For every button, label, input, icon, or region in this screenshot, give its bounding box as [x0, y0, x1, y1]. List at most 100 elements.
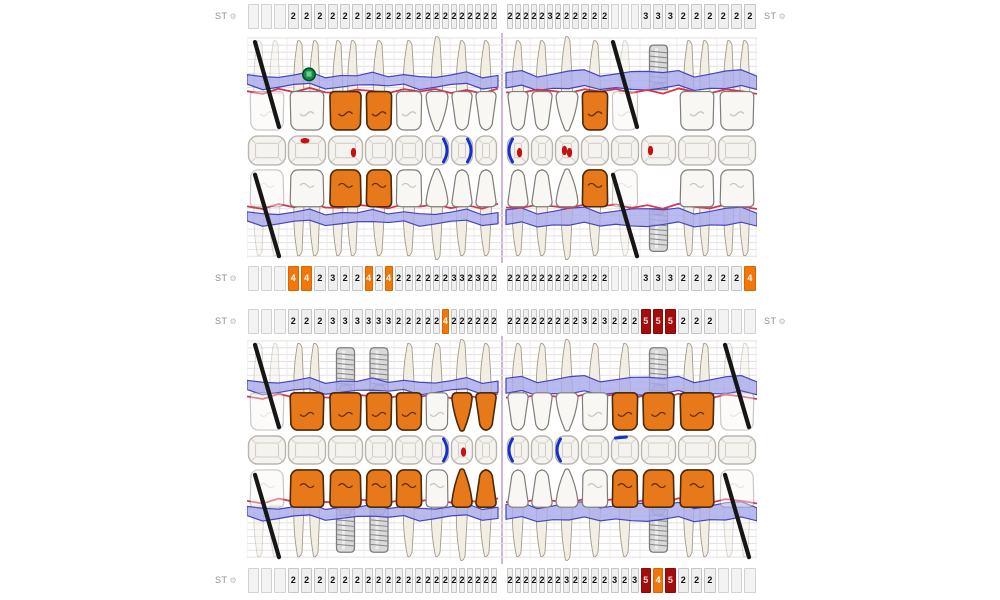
st-cell[interactable]: 2: [580, 568, 589, 593]
st-cell[interactable]: 4: [300, 266, 313, 291]
st-cell[interactable]: [274, 309, 286, 334]
tooth-crown-2[interactable]: [289, 90, 325, 131]
tooth-crown-3[interactable]: [329, 392, 362, 431]
tooth-crown-15[interactable]: [679, 392, 715, 431]
st-cell[interactable]: [247, 266, 260, 291]
st-cell[interactable]: 2: [546, 309, 553, 334]
st-cell[interactable]: 2: [690, 309, 703, 334]
st-cell[interactable]: 2: [327, 4, 339, 29]
st-cell[interactable]: 2: [450, 4, 457, 29]
tooth-crown-2[interactable]: [289, 469, 325, 508]
st-cell[interactable]: [260, 4, 273, 29]
st-cell[interactable]: 2: [482, 266, 489, 291]
st-cell[interactable]: 2: [571, 4, 579, 29]
st-cell[interactable]: [744, 568, 756, 593]
st-cell[interactable]: 2: [677, 309, 690, 334]
st-cell[interactable]: 2: [287, 4, 300, 29]
tooth-crown-9[interactable]: [507, 469, 529, 508]
st-cell[interactable]: 5: [640, 309, 652, 334]
tooth-crown-16[interactable]: [719, 469, 755, 508]
st-cell[interactable]: 2: [414, 266, 423, 291]
occlusal-surface-11[interactable]: [554, 135, 580, 166]
st-cell[interactable]: 2: [414, 309, 423, 334]
st-cell[interactable]: [274, 266, 286, 291]
settings-icon[interactable]: ⚙: [229, 317, 238, 326]
occlusal-surface-12[interactable]: [580, 435, 610, 465]
st-cell[interactable]: 2: [522, 266, 529, 291]
tooth-crown-3[interactable]: [329, 90, 362, 131]
tooth-crown-2[interactable]: [289, 392, 325, 431]
st-cell[interactable]: [630, 266, 639, 291]
st-cell[interactable]: 2: [414, 4, 423, 29]
st-cell[interactable]: 2: [466, 568, 473, 593]
st-cell[interactable]: 2: [433, 266, 441, 291]
st-cell[interactable]: [620, 4, 629, 29]
occlusal-surface-7[interactable]: [450, 435, 474, 465]
st-cell[interactable]: 2: [571, 568, 579, 593]
st-cell[interactable]: 2: [677, 4, 690, 29]
st-cell[interactable]: 3: [610, 568, 619, 593]
occlusal-surface-7[interactable]: [450, 135, 474, 166]
st-cell[interactable]: 2: [466, 266, 473, 291]
st-cell[interactable]: 2: [384, 568, 393, 593]
st-cell[interactable]: 2: [610, 309, 619, 334]
st-cell[interactable]: 2: [554, 309, 562, 334]
tooth-3-premolar[interactable]: [335, 347, 356, 392]
st-cell[interactable]: 2: [466, 309, 473, 334]
settings-icon[interactable]: ⚙: [229, 12, 238, 21]
occlusal-surface-5[interactable]: [394, 435, 424, 465]
st-cell[interactable]: 2: [433, 4, 441, 29]
st-cell[interactable]: [730, 568, 743, 593]
st-cell[interactable]: 5: [665, 309, 676, 334]
st-cell[interactable]: 2: [538, 266, 545, 291]
occlusal-surface-4[interactable]: [364, 435, 394, 465]
st-cell[interactable]: 2: [744, 4, 756, 29]
tooth-crown-5[interactable]: [395, 169, 423, 208]
st-cell[interactable]: 2: [530, 266, 537, 291]
st-cell[interactable]: [620, 266, 629, 291]
st-cell[interactable]: 4: [441, 309, 449, 334]
st-cell[interactable]: [247, 309, 260, 334]
settings-icon[interactable]: ⚙: [229, 274, 238, 283]
st-cell[interactable]: [717, 568, 730, 593]
tooth-crown-8[interactable]: [475, 90, 497, 131]
st-cell[interactable]: 3: [384, 309, 393, 334]
st-cell[interactable]: 2: [339, 4, 351, 29]
tooth-crown-4[interactable]: [365, 392, 393, 431]
st-cell[interactable]: 2: [287, 309, 300, 334]
occlusal-surface-1[interactable]: [247, 135, 287, 166]
st-cell[interactable]: 5: [665, 568, 676, 593]
tooth-crown-3[interactable]: [329, 469, 362, 508]
tooth-crown-11[interactable]: [555, 168, 579, 208]
st-cell[interactable]: 2: [514, 309, 521, 334]
st-cell[interactable]: 2: [554, 266, 562, 291]
st-cell[interactable]: 4: [287, 266, 300, 291]
tooth-crown-4[interactable]: [365, 469, 393, 508]
st-cell[interactable]: 2: [717, 4, 730, 29]
tooth-crown-6[interactable]: [425, 90, 449, 132]
tooth-crown-12[interactable]: [581, 392, 609, 431]
st-cell[interactable]: [247, 4, 260, 29]
st-cell[interactable]: 2: [314, 266, 326, 291]
st-cell[interactable]: 2: [450, 568, 457, 593]
st-cell[interactable]: [260, 309, 273, 334]
st-cell[interactable]: 2: [474, 309, 481, 334]
st-cell[interactable]: [274, 568, 286, 593]
st-cell[interactable]: 2: [506, 309, 513, 334]
st-cell[interactable]: 2: [394, 4, 403, 29]
occlusal-surface-8[interactable]: [474, 435, 498, 465]
tooth-crown-2[interactable]: [289, 169, 325, 208]
tooth-crown-8[interactable]: [475, 169, 497, 208]
st-cell[interactable]: 3: [665, 266, 676, 291]
settings-icon[interactable]: ⚙: [229, 576, 238, 585]
st-cell[interactable]: 2: [546, 568, 553, 593]
st-cell[interactable]: 2: [327, 568, 339, 593]
st-cell[interactable]: 3: [546, 4, 553, 29]
tooth-crown-7[interactable]: [451, 392, 473, 432]
tooth-crown-8[interactable]: [475, 392, 497, 431]
tooth-crown-5[interactable]: [395, 392, 423, 431]
tooth-crown-9[interactable]: [507, 169, 529, 208]
tooth-crown-1[interactable]: [249, 469, 285, 508]
occlusal-surface-2[interactable]: [287, 435, 327, 465]
st-cell[interactable]: 2: [690, 4, 703, 29]
